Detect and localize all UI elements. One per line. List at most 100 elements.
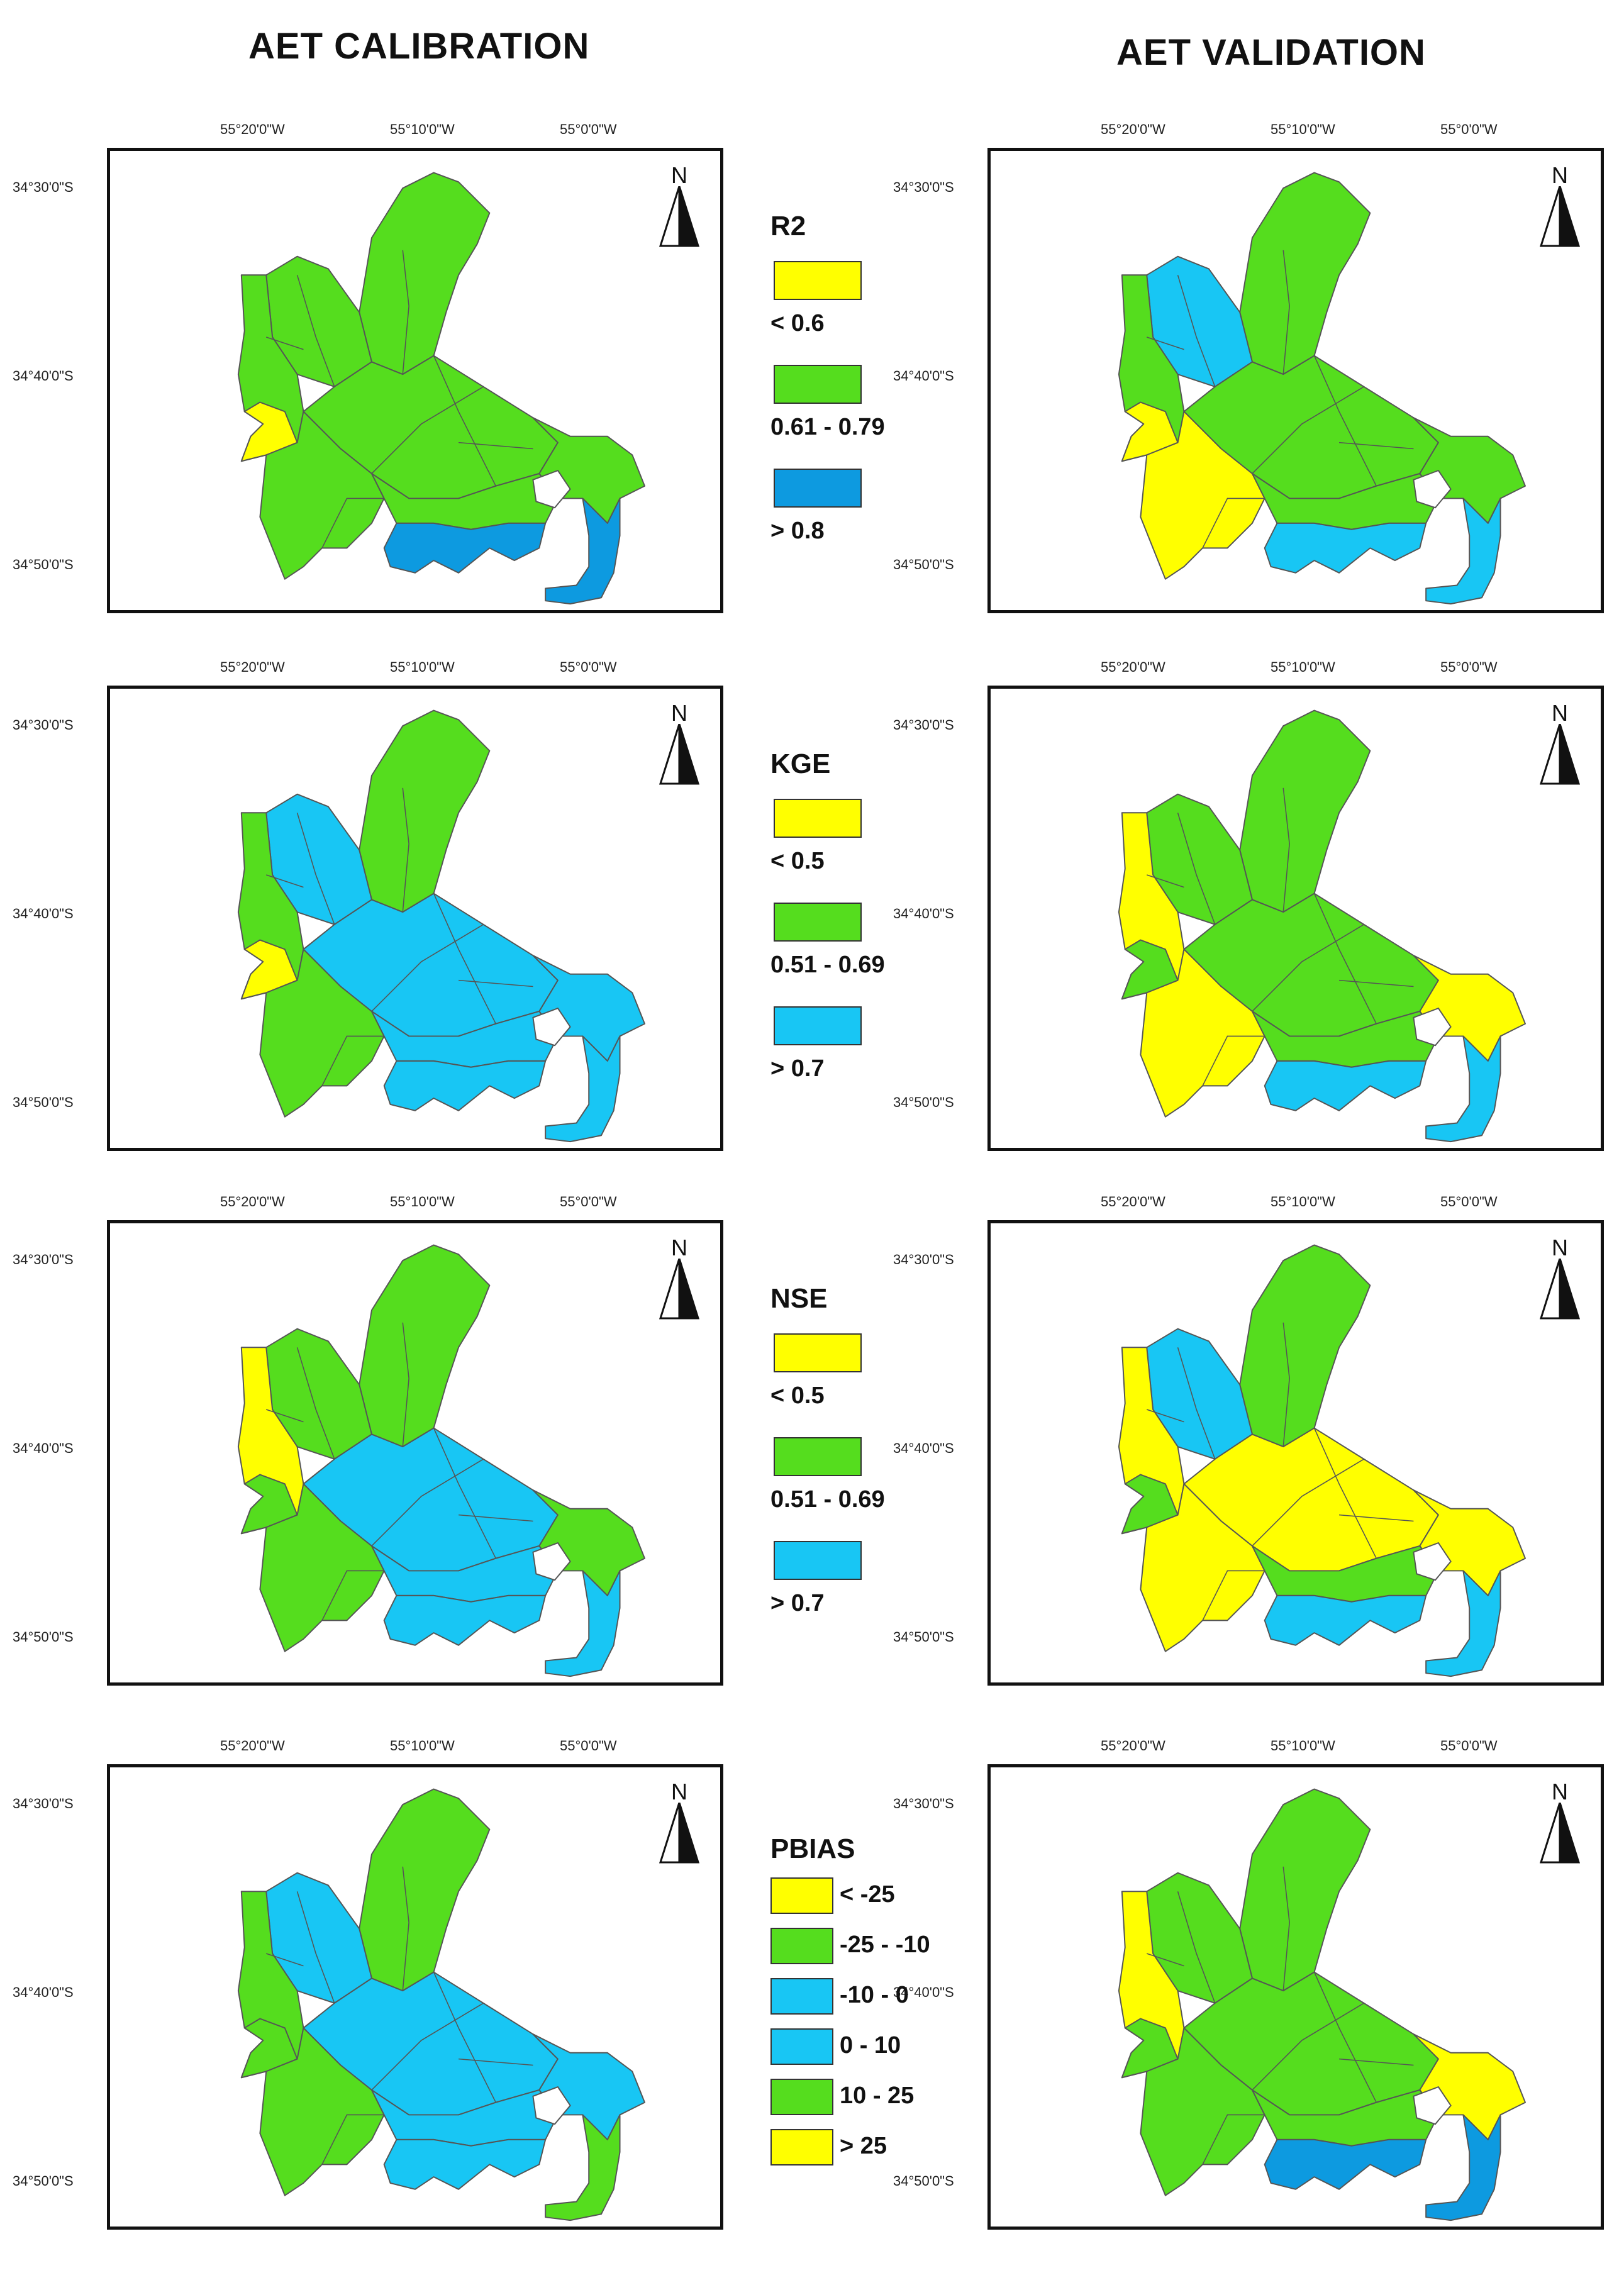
validation-nse-north-arrow-shape bbox=[1539, 1259, 1581, 1320]
calibration-pbias-subbasin-line bbox=[265, 1953, 304, 1967]
validation-kge-north-arrow-shape bbox=[1539, 724, 1581, 785]
validation-nse-lon-label: 55°20'0"W bbox=[1101, 1194, 1165, 1209]
legend-swatch bbox=[770, 1978, 833, 2015]
legend-swatch bbox=[770, 1877, 833, 1914]
calibration-nse-north-arrow-shape bbox=[659, 1259, 700, 1320]
calibration-pbias-region-coast bbox=[383, 2138, 547, 2190]
calibration-kge-north-arrow-icon: N bbox=[657, 700, 701, 788]
validation-pbias-region-coast bbox=[1264, 2138, 1427, 2190]
validation-kge-map-panel: N bbox=[987, 686, 1604, 1151]
validation-pbias-lon-label: 55°20'0"W bbox=[1101, 1738, 1165, 1754]
validation-pbias-subbasin-line bbox=[1177, 1891, 1216, 2004]
validation-pbias-lat-label: 34°40'0"S bbox=[893, 1984, 954, 2000]
validation-r2-north-label: N bbox=[1552, 162, 1568, 188]
validation-kge-lagoon bbox=[1413, 1007, 1452, 1047]
validation-kge-subbasin-line bbox=[1282, 787, 1290, 913]
validation-pbias-lon-label: 55°0'0"W bbox=[1440, 1738, 1498, 1754]
validation-nse-region-north bbox=[1239, 1244, 1371, 1448]
calibration-kge-subbasin-line bbox=[296, 813, 335, 925]
calibration-nse-subbasin-line bbox=[296, 1347, 335, 1460]
validation-r2-subbasin-line bbox=[1146, 336, 1184, 350]
calibration-title: AET CALIBRATION bbox=[248, 26, 590, 67]
validation-kge-region-south-west bbox=[1140, 948, 1265, 1118]
legend-label: > 0.7 bbox=[770, 1590, 825, 1616]
calibration-pbias-lagoon bbox=[532, 2086, 571, 2125]
calibration-r2-north-arrow-icon: N bbox=[657, 162, 701, 250]
calibration-nse-lat-label: 34°50'0"S bbox=[13, 1629, 74, 1645]
calibration-kge-region-north bbox=[359, 709, 491, 913]
legend-label: -25 - -10 bbox=[840, 1932, 930, 1958]
calibration-r2-lon-label: 55°10'0"W bbox=[390, 121, 455, 137]
calibration-pbias-subbasin-line bbox=[296, 1891, 335, 2004]
calibration-kge-north-label: N bbox=[671, 700, 687, 726]
calibration-nse-subbasin-line bbox=[458, 1514, 533, 1522]
validation-pbias-north-arrow-icon: N bbox=[1538, 1779, 1582, 1867]
legend-label: 10 - 25 bbox=[840, 2082, 915, 2109]
calibration-r2-subbasin-line bbox=[321, 498, 384, 548]
validation-kge-subbasin-line bbox=[1313, 893, 1377, 1025]
calibration-nse-subbasin-line bbox=[402, 1322, 409, 1447]
calibration-r2-lagoon bbox=[532, 469, 571, 509]
calibration-pbias-region-east-coast bbox=[545, 2114, 621, 2221]
validation-nse-region-south-west bbox=[1140, 1483, 1265, 1652]
legend-label: < 0.5 bbox=[770, 1382, 825, 1409]
validation-r2-lon-label: 55°10'0"W bbox=[1271, 121, 1335, 137]
validation-pbias-north-arrow-shape bbox=[1539, 1803, 1581, 1864]
validation-r2-region-north bbox=[1239, 172, 1371, 375]
calibration-nse-north-arrow-icon: N bbox=[657, 1235, 701, 1323]
legend-title: PBIAS bbox=[770, 1833, 855, 1864]
calibration-pbias-map-panel: N bbox=[107, 1764, 723, 2230]
validation-r2-lat-label: 34°50'0"S bbox=[893, 557, 954, 572]
validation-nse-lat-label: 34°40'0"S bbox=[893, 1440, 954, 1456]
calibration-pbias-lat-label: 34°30'0"S bbox=[13, 1796, 74, 1811]
validation-r2-lon-label: 55°0'0"W bbox=[1440, 121, 1498, 137]
validation-pbias-lon-label: 55°10'0"W bbox=[1271, 1738, 1335, 1754]
legend-label: > 0.8 bbox=[770, 518, 825, 544]
validation-kge-subbasin-line bbox=[1202, 1035, 1265, 1086]
calibration-nse-region-south-west bbox=[259, 1483, 385, 1652]
calibration-kge-north-arrow-shape bbox=[659, 724, 700, 785]
validation-r2-north-arrow-icon: N bbox=[1538, 162, 1582, 250]
legend-swatch bbox=[770, 1928, 833, 1964]
calibration-r2-lon-label: 55°0'0"W bbox=[560, 121, 617, 137]
calibration-nse-region-coast bbox=[383, 1594, 547, 1646]
validation-r2-subbasin-line bbox=[1177, 275, 1216, 387]
validation-r2-lat-label: 34°30'0"S bbox=[893, 179, 954, 195]
validation-nse-lat-label: 34°50'0"S bbox=[893, 1629, 954, 1645]
calibration-pbias-lat-label: 34°50'0"S bbox=[13, 2173, 74, 2189]
legend-label: 0.61 - 0.79 bbox=[770, 414, 885, 440]
legend-label: 0.51 - 0.69 bbox=[770, 952, 885, 978]
calibration-r2-lon-label: 55°20'0"W bbox=[220, 121, 285, 137]
legend-swatch bbox=[774, 1333, 862, 1372]
validation-pbias-map-panel: N bbox=[987, 1764, 1604, 2230]
validation-pbias-region-east-coast bbox=[1425, 2114, 1501, 2221]
legend-label: < -25 bbox=[840, 1881, 895, 1908]
validation-pbias-subbasin-line bbox=[1313, 1972, 1377, 2103]
calibration-pbias-subbasin-line bbox=[458, 2058, 533, 2066]
validation-r2-subbasin-line bbox=[1252, 386, 1364, 474]
validation-r2-north-arrow-shape bbox=[1539, 186, 1581, 247]
calibration-pbias-north-label: N bbox=[671, 1779, 687, 1804]
validation-pbias-subbasin-line bbox=[1146, 1953, 1184, 1967]
validation-r2-lagoon bbox=[1413, 469, 1452, 509]
validation-pbias-subbasin-line bbox=[1202, 2114, 1265, 2165]
validation-r2-region-coast bbox=[1264, 522, 1427, 574]
validation-nse-subbasin-line bbox=[1177, 1347, 1216, 1460]
validation-r2-subbasin-line bbox=[1313, 355, 1377, 487]
validation-nse-subbasin-line bbox=[1252, 1459, 1364, 1547]
validation-r2-lon-label: 55°20'0"W bbox=[1101, 121, 1165, 137]
validation-pbias-subbasin-line bbox=[1338, 2058, 1414, 2066]
validation-title: AET VALIDATION bbox=[1116, 32, 1426, 73]
calibration-r2-lat-label: 34°50'0"S bbox=[13, 557, 74, 572]
calibration-kge-region-south-west bbox=[259, 948, 385, 1118]
calibration-pbias-map-svg bbox=[237, 1788, 645, 2221]
calibration-r2-region-north bbox=[359, 172, 491, 375]
calibration-pbias-lon-label: 55°0'0"W bbox=[560, 1738, 617, 1754]
legend-swatch bbox=[774, 469, 862, 508]
calibration-nse-lon-label: 55°20'0"W bbox=[220, 1194, 285, 1209]
validation-nse-subbasin-line bbox=[1338, 1514, 1414, 1522]
legend-label: 0 - 10 bbox=[840, 2032, 901, 2059]
calibration-nse-north-label: N bbox=[671, 1235, 687, 1260]
validation-pbias-lat-label: 34°50'0"S bbox=[893, 2173, 954, 2189]
validation-nse-subbasin-line bbox=[1202, 1570, 1265, 1621]
